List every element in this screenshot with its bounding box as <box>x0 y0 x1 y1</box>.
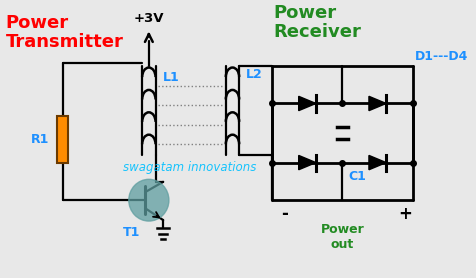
FancyBboxPatch shape <box>57 116 68 163</box>
Circle shape <box>129 179 169 221</box>
Text: Power
Receiver: Power Receiver <box>273 4 360 41</box>
Text: -: - <box>280 205 287 223</box>
Text: +: + <box>398 205 412 223</box>
Polygon shape <box>298 96 315 111</box>
Text: L2: L2 <box>245 68 262 81</box>
Text: R1: R1 <box>31 133 50 146</box>
Text: swagatam innovations: swagatam innovations <box>122 161 256 174</box>
Text: C1: C1 <box>347 170 365 183</box>
Polygon shape <box>368 155 386 170</box>
Text: +3V: +3V <box>133 12 164 24</box>
Polygon shape <box>368 96 386 111</box>
Polygon shape <box>298 155 315 170</box>
Text: L1: L1 <box>163 71 179 84</box>
Text: D1---D4: D1---D4 <box>414 50 467 63</box>
Text: Power
out: Power out <box>320 223 364 250</box>
Text: Power
Transmitter: Power Transmitter <box>5 14 123 51</box>
Text: T1: T1 <box>122 226 139 239</box>
